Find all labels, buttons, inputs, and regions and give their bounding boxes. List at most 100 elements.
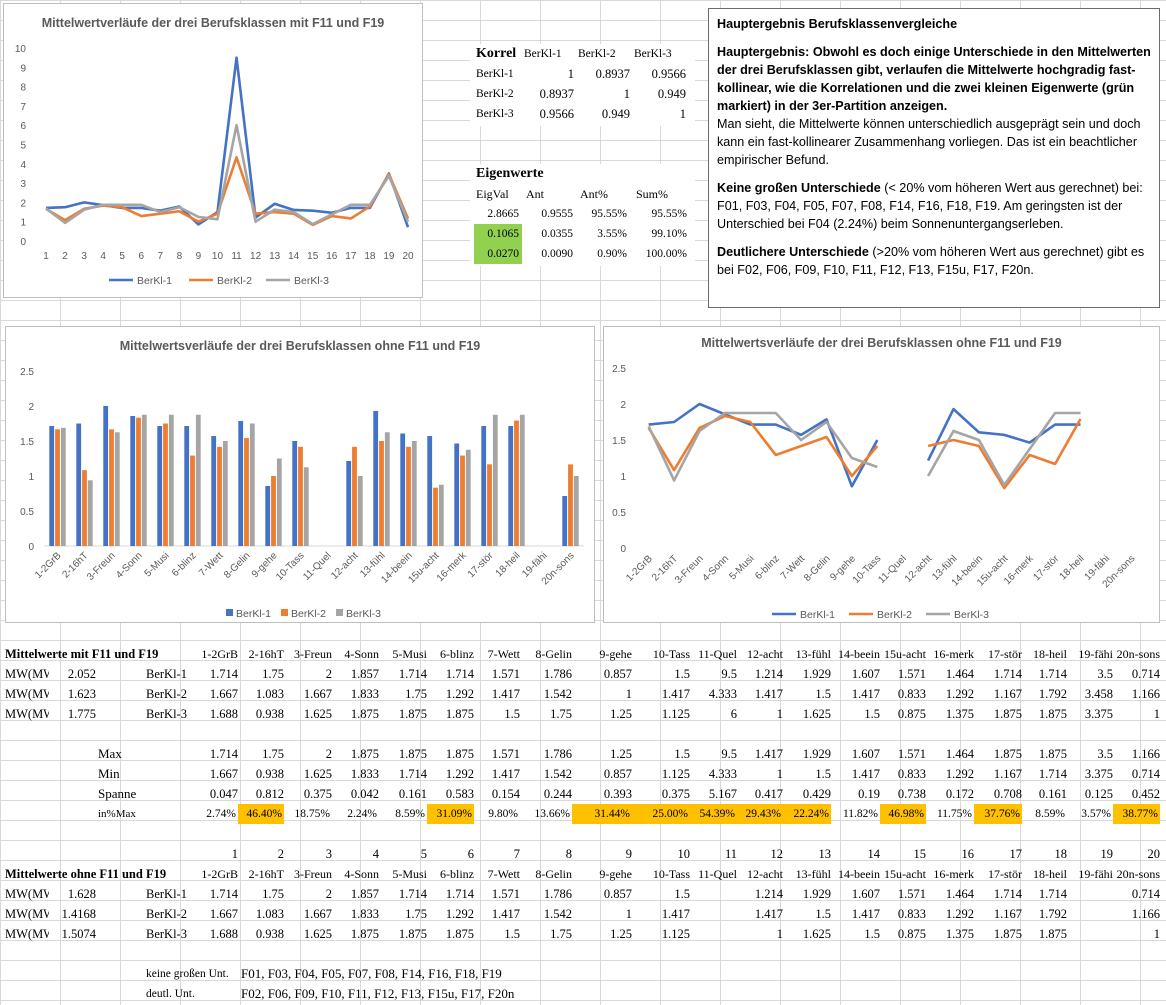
chart-panel-2[interactable]: Mittelwertsverläufe der drei Berufsklass… [5,326,595,623]
table2-col-header: 11-Quel [698,867,737,881]
cell-value: 0.875 [897,707,926,721]
mw-value: 2.052 [67,667,96,681]
table1-col-header: 11-Quel [698,647,737,661]
stat-value: 1.5 [674,747,690,761]
cell-value: 0.938 [255,927,284,941]
bar-BerKl-2-9-gehe [271,476,276,546]
stat-value: 0.452 [1131,787,1160,801]
cell-value: 1.214 [754,887,783,901]
y-tick-label: 10 [15,44,27,55]
cell-value: 1 [776,707,783,721]
cell-value: 1.75 [405,687,427,701]
x-tick-label: 6-blinz [170,550,199,579]
cell-value: 1.083 [255,687,284,701]
stat-value: 1.5 [815,767,831,781]
cell-value: 1.792 [1038,907,1067,921]
cell-value: 1.667 [209,687,238,701]
stat-value: 1.875 [445,747,474,761]
x-tick-label: 2 [62,251,68,262]
legend-label: BerKl-1 [800,609,835,621]
cell-value: 1.542 [543,687,572,701]
table2-col-header: 16-merk [933,867,974,881]
stat-value: 1.166 [1131,747,1160,761]
pct-value: 9.80% [488,808,518,820]
y-tick-label: 1 [28,472,34,483]
cell-value: 1.714 [398,667,427,681]
x-tick-label: 16 [326,251,338,262]
y-tick-label: 6 [20,121,26,132]
cell-value: 1.417 [754,907,783,921]
table2-col-header: 9-gehe [599,867,632,881]
stat-value: 1.292 [945,767,974,781]
cell-value: 1.929 [802,667,831,681]
korrel-value: 1 [623,87,630,101]
cell-value: 1.571 [491,887,520,901]
bar-BerKl-2-16-merk [460,455,465,546]
bar-BerKl-2-10-Tass [298,446,303,546]
stat-value: 1.929 [802,747,831,761]
stat-value: 0.125 [1084,787,1113,801]
mw-label: MW(MW [5,927,49,941]
column-number: 13 [818,847,832,861]
x-tick-label: 10 [212,251,224,262]
chart-panel-1[interactable]: Mittelwertverläufe der drei Berufsklasse… [3,3,423,298]
column-number: 17 [1009,847,1023,861]
table2-col-header: 4-Sonn [344,867,379,881]
y-tick-label: 4 [20,160,26,171]
stat-value: 1.786 [543,747,572,761]
cell-value: 1.5 [674,667,690,681]
bar-BerKl-2-13-fühl [379,441,384,546]
eigen-title: Eigenwerte [476,166,544,181]
cell-value: 1.5 [815,687,831,701]
bar-BerKl-3-9-gehe [276,458,282,546]
cell-value: 1.833 [350,687,379,701]
legend-label: BerKl-2 [217,275,252,287]
table2-col-header: 13-fühl [795,867,831,881]
cell-value: 1.667 [303,687,332,701]
cell-value: 1.714 [1038,667,1067,681]
stat-value: 1.417 [851,767,880,781]
x-tick-label: 1 [43,251,49,262]
korrel-row-label: BerKl-3 [476,108,514,120]
chart-1-title: Mittelwertverläufe der drei Berufsklasse… [41,16,385,30]
x-tick-label: 5-Musi [143,550,172,579]
x-tick-label: 4 [100,251,106,262]
y-tick-label: 2.5 [612,364,626,375]
cell-value: 3.375 [1084,707,1113,721]
cell-value: 1.786 [543,667,572,681]
column-number: 3 [325,847,332,861]
cell-value: 1.875 [993,927,1022,941]
x-tick-label: 8-Gelin [222,550,253,581]
bar-BerKl-2-4-Sonn [136,417,141,546]
table1-col-header: 15u-acht [884,647,926,661]
chart-panel-3[interactable]: Mittelwertsverläufe der drei Berufsklass… [603,326,1160,623]
table2-col-header: 18-heil [1033,867,1067,881]
column-number: 11 [724,847,737,861]
bar-BerKl-1-12-acht [346,461,352,546]
cell-value: 1.417 [754,687,783,701]
bar-BerKl-3-15u-acht [438,484,444,546]
eigen-value: 100.00% [645,248,687,260]
pct-value: 18.75% [294,808,330,820]
x-tick-label: 4-Sonn [114,550,145,581]
stat-value: 0.244 [543,787,572,801]
cell-value [1069,924,1113,944]
mw-value: 1.4168 [61,907,96,921]
cell-value: 1.5 [674,887,690,901]
cell-value: 0.833 [897,907,926,921]
eigenwerte-table: Eigenwerte EigVal Ant Ant% Sum% 2.8665 0.9555 9… [470,164,695,266]
x-tick-label: 17-stör [466,550,496,580]
bar-BerKl-1-17-stör [481,426,487,546]
y-tick-label: 1.5 [612,436,626,447]
cell-value: 1.875 [398,707,427,721]
cell-value: 1.625 [303,707,332,721]
x-tick-label: 7-Wett [197,550,226,579]
pct-value: 11.82% [842,808,878,820]
cell-value: 3.458 [1084,687,1113,701]
stat-value: 1.875 [1038,747,1067,761]
x-tick-label: 13 [269,251,281,262]
note-p2-rest: (< 20% vom höheren Wert aus gerechnet) b… [717,181,1143,231]
korrel-value: 0.8937 [539,87,574,101]
table2-col-header: 6-blinz [440,867,474,881]
table2-col-header: 3-Freun [294,867,332,881]
